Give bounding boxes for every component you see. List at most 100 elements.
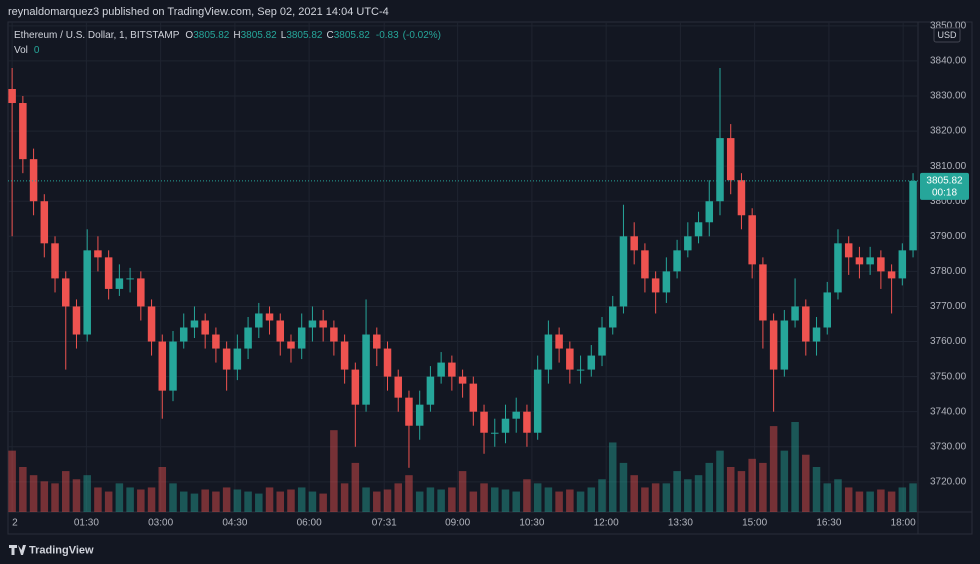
brand-name: TradingView bbox=[29, 544, 94, 556]
candle-body bbox=[19, 103, 27, 160]
volume-bar bbox=[705, 462, 714, 512]
candle-body bbox=[769, 320, 778, 370]
c-label: C bbox=[326, 30, 333, 41]
y-tick-label: 3760.00 bbox=[930, 336, 967, 347]
high-value: 3805.82 bbox=[241, 30, 278, 41]
candle-body bbox=[555, 334, 563, 349]
volume-bar bbox=[598, 479, 606, 512]
volume-bar bbox=[684, 479, 692, 512]
candle-body bbox=[383, 348, 392, 377]
volume-bar bbox=[651, 483, 660, 512]
volume-bar bbox=[619, 462, 628, 512]
candle-body bbox=[598, 327, 606, 356]
volume-bar bbox=[641, 487, 649, 512]
volume-bar bbox=[544, 487, 553, 512]
candle-body bbox=[866, 257, 874, 265]
y-tick-label: 3750.00 bbox=[930, 371, 967, 382]
candle-body bbox=[576, 369, 585, 371]
volume-bar bbox=[855, 491, 864, 512]
x-tick-label: 01:30 bbox=[74, 518, 99, 529]
candle-body bbox=[265, 313, 274, 321]
candle-body bbox=[330, 327, 338, 342]
volume-bar bbox=[844, 487, 853, 512]
volume-bar bbox=[308, 491, 317, 512]
candle-body bbox=[147, 306, 156, 342]
y-tick-label: 3800.00 bbox=[930, 196, 967, 207]
candle-body bbox=[29, 159, 38, 202]
candle-body bbox=[812, 327, 821, 342]
volume-bar bbox=[566, 489, 574, 512]
currency-box[interactable] bbox=[933, 27, 961, 43]
volume-bar bbox=[169, 483, 177, 512]
candle-body bbox=[351, 369, 360, 405]
volume-bar bbox=[630, 475, 638, 512]
candle-body bbox=[716, 138, 724, 202]
candle-body bbox=[61, 278, 70, 307]
volume-bar bbox=[608, 442, 617, 512]
candle-body bbox=[373, 334, 381, 349]
candle-body bbox=[287, 341, 295, 349]
volume-bar bbox=[94, 487, 102, 512]
h-label: H bbox=[233, 30, 240, 41]
x-tick-label: 10:30 bbox=[519, 518, 544, 529]
candle-body bbox=[480, 411, 488, 433]
volume-bar bbox=[340, 483, 349, 512]
volume-bar bbox=[147, 487, 156, 512]
candle-body bbox=[190, 320, 199, 328]
y-tick-label: 3840.00 bbox=[930, 56, 967, 67]
volume-bar bbox=[190, 493, 199, 512]
volume-bar bbox=[330, 430, 338, 512]
y-tick-label: 3830.00 bbox=[930, 91, 967, 102]
candle-body bbox=[491, 432, 499, 434]
last-price-label: 3805.82 bbox=[926, 175, 963, 186]
candle-body bbox=[40, 201, 49, 244]
candle-body bbox=[469, 383, 478, 412]
volume-bar bbox=[276, 491, 285, 512]
volume-bar bbox=[265, 487, 274, 512]
volume-bar bbox=[29, 475, 38, 512]
candle-body bbox=[222, 348, 231, 370]
o-label: O bbox=[185, 30, 193, 41]
l-label: L bbox=[281, 30, 287, 41]
candle-body bbox=[533, 369, 542, 433]
candle-body bbox=[673, 250, 681, 272]
volume-bar bbox=[244, 491, 252, 512]
volume-bar bbox=[587, 487, 596, 512]
volume-bar bbox=[491, 487, 499, 512]
candle-body bbox=[94, 250, 102, 258]
x-tick-label: 2 bbox=[12, 518, 18, 529]
legend: Ethereum / U.S. Dollar, 1, BITSTAMP O3805… bbox=[14, 30, 441, 56]
publisher: reynaldomarquez3 published on TradingVie… bbox=[8, 6, 389, 18]
volume-bar bbox=[726, 467, 735, 512]
close-value: 3805.82 bbox=[334, 30, 371, 41]
change: -0.83 bbox=[376, 30, 399, 41]
currency[interactable]: USD bbox=[937, 30, 957, 40]
candle-body bbox=[394, 376, 402, 398]
brand-logo bbox=[9, 545, 26, 555]
volume-bar bbox=[469, 491, 478, 512]
volume-bar bbox=[501, 489, 510, 512]
candle-body bbox=[705, 201, 714, 223]
x-tick-label: 15:00 bbox=[742, 518, 767, 529]
volume-legend: Vol 0 bbox=[14, 45, 40, 56]
volume-bar bbox=[866, 491, 874, 512]
volume-bar bbox=[823, 483, 832, 512]
volume-bar bbox=[812, 467, 821, 512]
volume-bar bbox=[716, 450, 724, 512]
volume-bar bbox=[512, 491, 520, 512]
volume-bar bbox=[555, 491, 563, 512]
volume-bar bbox=[40, 481, 49, 512]
candle-body bbox=[201, 320, 209, 335]
candle-body bbox=[437, 362, 445, 377]
y-tick-label: 3820.00 bbox=[930, 126, 967, 137]
candle-body bbox=[662, 271, 671, 293]
volume-bar bbox=[802, 454, 810, 512]
candle-body bbox=[523, 411, 531, 433]
volume-bar bbox=[458, 471, 467, 512]
volume-bar bbox=[222, 487, 231, 512]
candle-body bbox=[791, 306, 799, 321]
candle-body bbox=[426, 376, 435, 405]
candle-body bbox=[169, 341, 177, 391]
